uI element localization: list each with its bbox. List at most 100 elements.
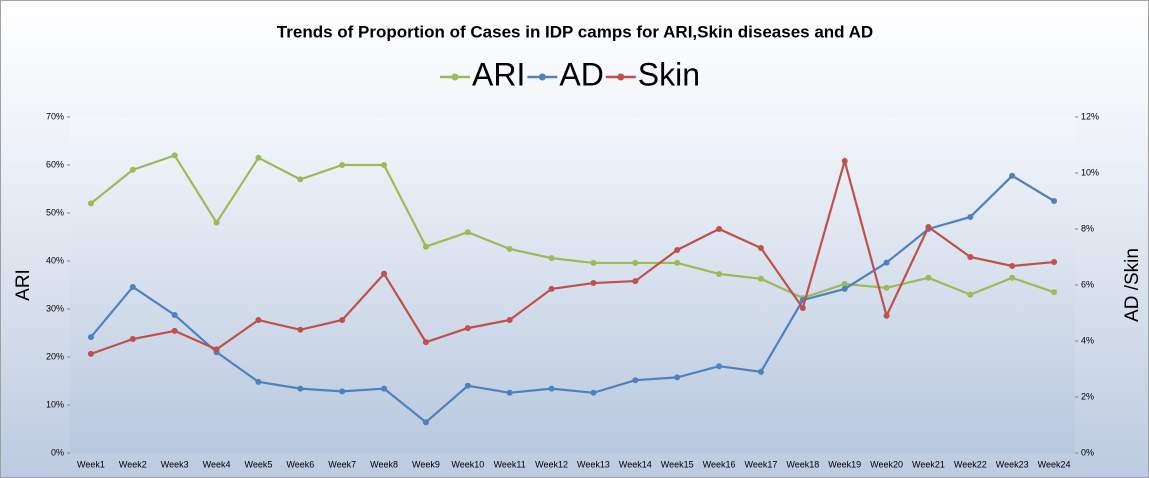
y-tick-label: 50% <box>46 207 64 217</box>
data-point <box>632 278 639 285</box>
y2-tick-label: 8% <box>1081 223 1094 233</box>
data-point <box>1009 262 1016 269</box>
x-tick-label: Week18 <box>786 459 819 469</box>
data-point <box>87 200 94 207</box>
data-point <box>129 336 136 343</box>
data-point <box>632 259 639 266</box>
x-tick-label: Week12 <box>535 459 568 469</box>
data-point <box>339 317 346 323</box>
data-point <box>506 317 513 323</box>
data-point <box>297 176 304 183</box>
data-point <box>422 339 429 346</box>
x-tick-label: Week13 <box>577 459 610 469</box>
data-point <box>1051 259 1058 266</box>
x-tick-label: Week19 <box>828 459 861 469</box>
data-point <box>967 291 974 298</box>
series-line <box>90 154 1055 300</box>
data-point <box>716 270 723 277</box>
data-point <box>255 317 262 323</box>
data-point <box>883 259 890 266</box>
data-point <box>129 166 136 173</box>
y-tick-label: 30% <box>46 303 64 313</box>
x-tick-label: Week16 <box>703 459 736 469</box>
legend-label: ARI <box>472 56 525 92</box>
data-point <box>757 275 764 282</box>
data-point <box>464 229 471 236</box>
data-point <box>171 327 178 334</box>
data-point <box>883 284 890 291</box>
y-tick-label: 20% <box>46 351 64 361</box>
data-point <box>883 312 890 319</box>
data-point <box>548 255 555 262</box>
data-point <box>590 389 597 396</box>
x-tick-label: Week14 <box>619 459 652 469</box>
x-tick-label: Week20 <box>870 459 903 469</box>
data-point <box>841 281 848 288</box>
x-tick-label: Week1 <box>77 459 105 469</box>
data-point <box>799 304 806 311</box>
series-line <box>90 174 1055 424</box>
data-point <box>297 326 304 333</box>
x-tick-label: Week21 <box>912 459 945 469</box>
y2-tick-label: 2% <box>1081 391 1094 401</box>
y2-axis-label: AD /Skin <box>1122 248 1143 322</box>
data-point <box>716 226 723 232</box>
data-point <box>422 243 429 250</box>
data-point <box>213 219 220 226</box>
data-point <box>422 419 429 426</box>
x-tick-label: Week22 <box>954 459 987 469</box>
x-tick-label: Week3 <box>161 459 189 469</box>
x-tick-label: Week7 <box>328 459 356 469</box>
data-point <box>255 154 262 161</box>
data-point <box>1051 198 1058 204</box>
y-tick-label: 60% <box>46 159 64 169</box>
x-tick-label: Week10 <box>451 459 484 469</box>
data-point <box>548 285 555 292</box>
legend-label: Skin <box>638 56 700 92</box>
data-point <box>171 311 178 318</box>
legend-label: AD <box>559 56 603 92</box>
legend-marker <box>538 73 546 81</box>
data-point <box>967 213 974 220</box>
series-line <box>90 156 1055 355</box>
data-point <box>925 274 932 281</box>
data-point <box>716 363 723 370</box>
y-tick-label: 10% <box>46 399 64 409</box>
x-tick-label: Week11 <box>494 459 526 469</box>
chart-title: Trends of Proportion of Cases in IDP cam… <box>277 22 873 41</box>
data-point <box>548 385 555 392</box>
data-point <box>339 388 346 395</box>
data-point <box>1009 172 1016 179</box>
x-tick-label: Week17 <box>745 459 778 469</box>
y2-tick-label: 4% <box>1081 335 1094 345</box>
x-tick-label: Week9 <box>412 459 440 469</box>
x-tick-label: Week4 <box>203 459 231 469</box>
data-point <box>1009 274 1016 281</box>
data-point <box>129 283 136 290</box>
data-point <box>925 224 932 231</box>
x-tick-label: Week24 <box>1038 459 1071 469</box>
data-point <box>674 374 681 381</box>
y2-tick-label: 0% <box>1081 447 1094 457</box>
data-point <box>464 325 471 332</box>
data-point <box>171 152 178 159</box>
data-point <box>1051 289 1058 296</box>
data-point <box>255 378 262 385</box>
data-point <box>674 247 681 253</box>
data-point <box>757 245 764 252</box>
y2-tick-label: 12% <box>1081 111 1099 121</box>
data-point <box>632 377 639 384</box>
data-point <box>339 162 346 168</box>
data-point <box>87 350 94 357</box>
data-point <box>506 246 513 252</box>
data-point <box>841 157 848 164</box>
x-tick-label: Week15 <box>661 459 694 469</box>
legend-marker <box>617 73 625 81</box>
y2-tick-label: 10% <box>1081 167 1099 177</box>
data-point <box>506 389 513 396</box>
legend-marker <box>451 73 459 81</box>
y-axis-label: ARI <box>13 269 34 301</box>
data-point <box>674 259 681 266</box>
data-point <box>464 382 471 389</box>
